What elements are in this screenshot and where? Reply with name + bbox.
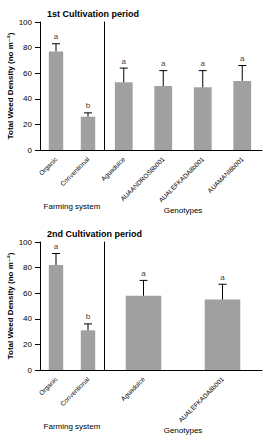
svg-text:Aguadulce: Aguadulce [100, 155, 128, 183]
svg-text:a: a [201, 59, 206, 68]
svg-text:Organic: Organic [37, 375, 59, 397]
svg-text:Conventional: Conventional [59, 376, 91, 408]
svg-text:a: a [220, 273, 225, 282]
svg-text:Total Weed Density (no m⁻²): Total Weed Density (no m⁻²) [6, 252, 15, 359]
svg-text:AUAMANI8b001: AUAMANI8b001 [206, 155, 245, 194]
svg-text:20: 20 [23, 340, 32, 349]
svg-text:AUALEFKADA8b001: AUALEFKADA8b001 [177, 375, 225, 423]
svg-text:0: 0 [28, 146, 33, 155]
svg-text:2nd Cultivation period: 2nd Cultivation period [47, 229, 142, 239]
svg-text:Total Weed Density (no m⁻²): Total Weed Density (no m⁻²) [6, 32, 15, 139]
svg-text:100: 100 [19, 238, 33, 247]
svg-text:a: a [122, 57, 127, 66]
svg-text:a: a [54, 32, 59, 41]
svg-text:20: 20 [23, 120, 32, 129]
svg-text:a: a [141, 269, 146, 278]
svg-text:80: 80 [23, 43, 32, 52]
svg-text:1st Cultivation period: 1st Cultivation period [47, 9, 139, 19]
svg-text:b: b [86, 101, 91, 110]
svg-text:Farming system: Farming system [44, 202, 101, 211]
svg-text:40: 40 [23, 94, 32, 103]
svg-text:60: 60 [23, 69, 32, 78]
svg-text:Genotypes: Genotypes [164, 426, 203, 435]
svg-text:0: 0 [28, 366, 33, 375]
svg-text:a: a [54, 242, 59, 251]
svg-text:AUAANDROS8b001: AUAANDROS8b001 [119, 155, 166, 202]
svg-text:Aguadulce: Aguadulce [119, 375, 147, 403]
svg-text:60: 60 [23, 289, 32, 298]
svg-text:Organic: Organic [37, 155, 59, 177]
svg-text:Genotypes: Genotypes [164, 206, 203, 215]
svg-text:a: a [161, 59, 166, 68]
svg-text:Farming system: Farming system [44, 422, 101, 431]
svg-text:a: a [240, 54, 245, 63]
svg-text:b: b [86, 312, 91, 321]
svg-text:80: 80 [23, 263, 32, 272]
svg-text:AUALEFKADA8b001: AUALEFKADA8b001 [157, 155, 205, 203]
svg-text:40: 40 [23, 314, 32, 323]
svg-text:100: 100 [19, 18, 33, 27]
svg-text:Conventional: Conventional [59, 156, 91, 188]
